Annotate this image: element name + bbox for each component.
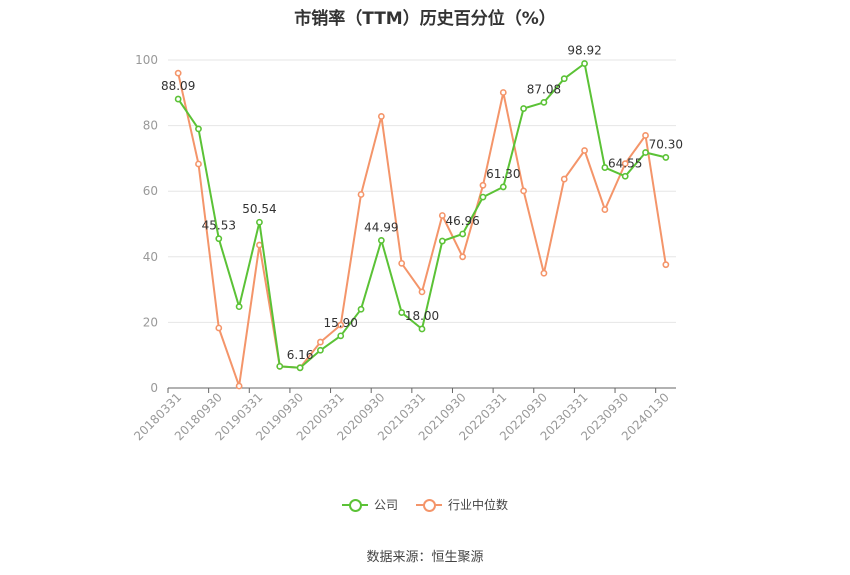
data-point-industry [377,113,385,120]
data-point-company [256,218,263,226]
data-point-industry [540,269,548,277]
data-label: 6.16 [287,348,314,362]
y-tick-label: 40 [143,250,158,264]
data-point-industry [316,338,324,346]
data-point-company [499,183,507,191]
data-point-industry [215,324,223,332]
data-label: 18.00 [405,309,439,323]
data-point-company [296,364,304,372]
data-point-company [174,95,182,103]
data-point-company [621,172,629,180]
data-label: 98.92 [567,44,601,58]
data-point-industry [337,321,345,329]
data-point-industry [499,89,507,96]
data-point-company [438,237,446,245]
legend-item-company[interactable]: 公司 [341,496,398,513]
data-label: 87.08 [527,82,561,96]
data-point-industry [560,175,568,183]
data-point-industry [174,69,182,77]
data-point-industry [459,253,467,261]
data-point-industry [195,160,202,168]
data-point-company [398,309,406,316]
data-point-industry [662,261,670,269]
data-point-company [642,149,649,156]
data-point-company [215,235,223,243]
legend-marker-industry [416,498,442,512]
data-point-industry [479,181,487,189]
y-tick-label: 60 [143,184,158,198]
data-point-industry [398,259,406,267]
data-point-company [479,193,487,201]
data-label: 44.99 [364,220,398,234]
data-point-company [560,75,568,83]
legend-label-industry: 行业中位数 [448,498,509,512]
data-label: 61.30 [486,167,520,181]
legend-item-industry[interactable]: 行业中位数 [416,496,508,513]
legend-label-company: 公司 [373,498,398,512]
data-label: 45.53 [202,219,236,233]
y-tick-label: 0 [150,381,158,395]
data-point-company [276,362,284,370]
data-point-industry [581,147,588,154]
data-label: 46.96 [445,214,479,228]
data-point-company [377,237,385,244]
data-point-company [540,98,548,106]
data-label: 64.55 [608,156,642,170]
data-point-industry [357,191,365,198]
data-point-industry [520,187,527,195]
data-point-industry [418,288,426,296]
data-point-company [418,325,426,333]
y-tick-label: 20 [143,315,158,329]
data-point-company [601,164,609,171]
data-label: 70.30 [649,137,683,151]
chart-title: 市销率（TTM）历史百分位（%） [294,9,556,29]
legend: 公司 行业中位数 [0,496,850,513]
data-point-company [235,303,243,311]
data-source: 数据来源：恒生聚源 [366,550,484,565]
data-label: 88.09 [161,79,195,93]
data-point-company [581,60,588,67]
data-point-company [357,305,365,313]
data-point-company [459,230,467,238]
data-label: 50.54 [242,202,276,216]
legend-marker-company [341,498,368,512]
data-label: 15.90 [324,316,358,330]
y-tick-label: 100 [135,53,158,67]
data-point-company [520,105,527,112]
data-point-company [316,346,324,354]
data-point-industry [438,212,446,219]
data-point-industry [642,132,649,139]
data-point-industry [256,241,263,249]
data-point-industry [601,206,609,213]
data-point-industry [235,382,243,390]
data-point-company [337,332,345,340]
data-point-company [195,125,202,133]
data-point-industry [621,160,629,168]
series-line-industry [177,72,667,387]
y-tick-label: 80 [143,119,158,133]
data-point-company [662,154,670,161]
